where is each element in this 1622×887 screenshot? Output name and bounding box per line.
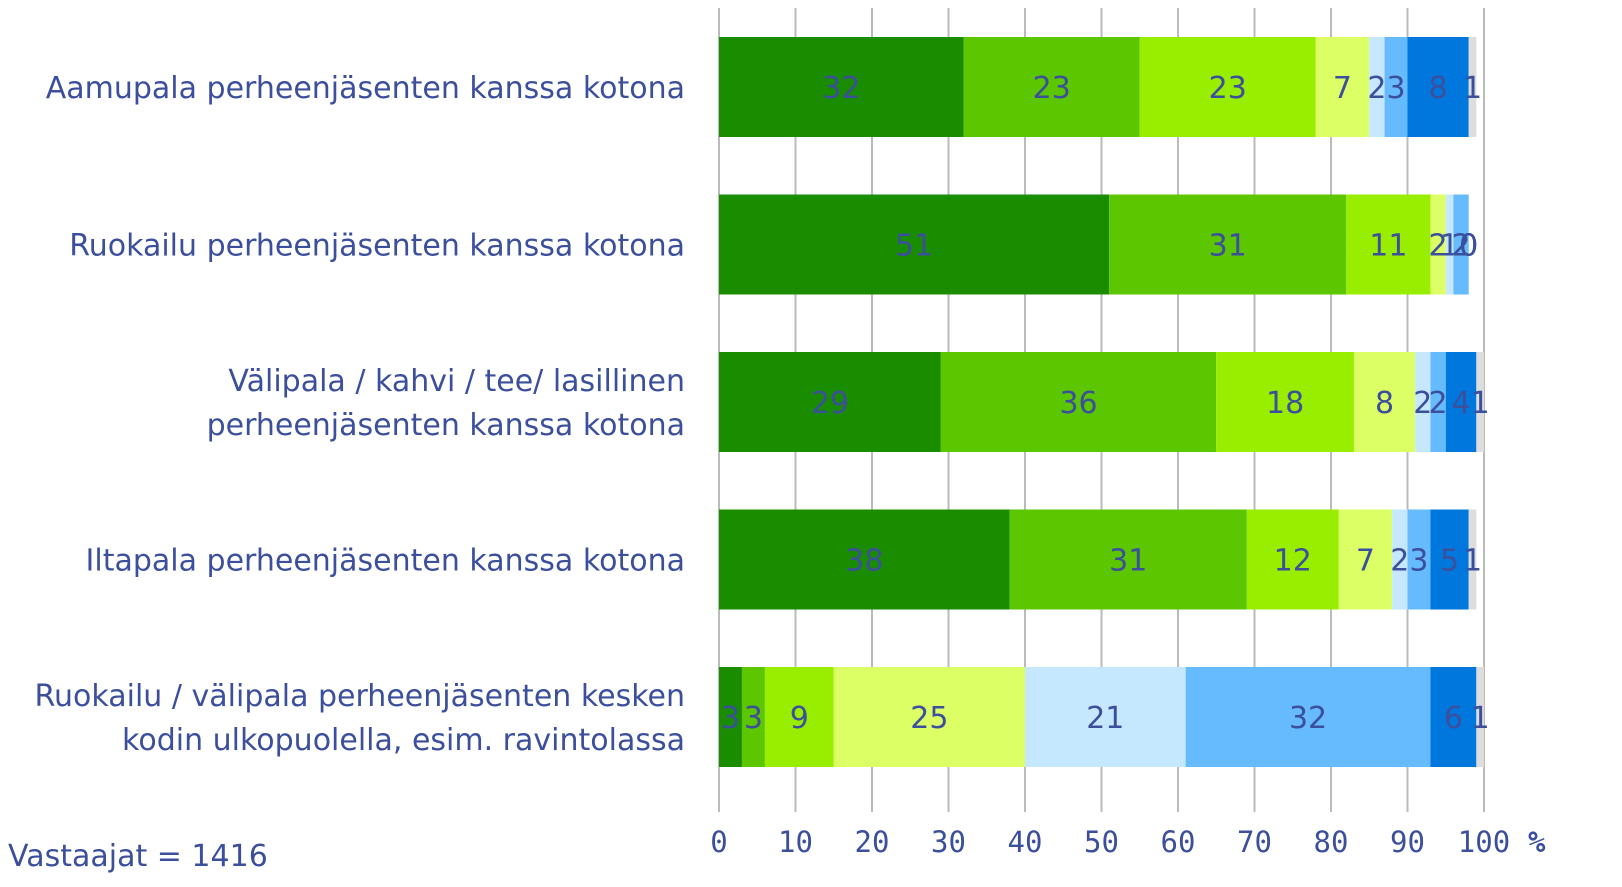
bar-segment bbox=[1216, 352, 1354, 452]
data-label: 2 bbox=[1367, 71, 1386, 106]
data-label: 3 bbox=[744, 701, 763, 736]
bar-segment bbox=[1407, 37, 1469, 137]
bar-segment bbox=[1430, 667, 1477, 767]
bar-segment bbox=[1139, 37, 1316, 137]
data-label: 31 bbox=[1109, 544, 1147, 579]
data-label: 3 bbox=[721, 701, 740, 736]
bar-segment bbox=[1445, 194, 1454, 295]
x-axis-label: % bbox=[1528, 825, 1546, 859]
bar-segment bbox=[764, 667, 834, 767]
data-label: 1 bbox=[1463, 544, 1482, 579]
x-tick-label: 80 bbox=[1314, 825, 1349, 859]
data-label: 31 bbox=[1209, 229, 1247, 264]
bar-segment bbox=[1109, 194, 1347, 295]
bar-segment bbox=[1246, 509, 1339, 610]
y-tick-label: Välipala / kahvi / tee/ lasillinen bbox=[228, 364, 685, 399]
data-label: 25 bbox=[910, 701, 948, 736]
y-tick-label: perheenjäsenten kanssa kotona bbox=[207, 408, 685, 443]
bar-segment bbox=[1476, 352, 1484, 452]
data-label: 8 bbox=[1375, 386, 1394, 421]
bar-segment bbox=[1384, 37, 1408, 137]
x-tick-label: 90 bbox=[1390, 825, 1425, 859]
data-label: 51 bbox=[895, 229, 933, 264]
bar-segment bbox=[719, 194, 1110, 295]
bar-segment bbox=[1445, 352, 1477, 452]
bar-segment bbox=[1009, 509, 1247, 610]
x-tick-label: 40 bbox=[1008, 825, 1043, 859]
bar-segment bbox=[940, 352, 1217, 452]
bar-segment bbox=[1468, 37, 1477, 137]
data-label: 7 bbox=[1356, 544, 1375, 579]
data-label: 8 bbox=[1429, 71, 1448, 106]
bar-segment bbox=[1025, 667, 1186, 767]
data-label: 2 bbox=[1429, 229, 1448, 264]
data-label: 23 bbox=[1209, 71, 1247, 106]
data-label: 11 bbox=[1369, 229, 1407, 264]
data-label: 2 bbox=[1413, 386, 1432, 421]
data-label: 6 bbox=[1444, 701, 1463, 736]
bar-segment bbox=[1392, 509, 1408, 610]
bar-segment bbox=[1415, 352, 1431, 452]
data-label: 23 bbox=[1033, 71, 1071, 106]
x-tick-label: 100 bbox=[1458, 825, 1510, 859]
x-tick-label: 20 bbox=[855, 825, 890, 859]
x-tick-label: 60 bbox=[1161, 825, 1196, 859]
bar-segment bbox=[963, 37, 1140, 137]
data-label: 32 bbox=[822, 71, 860, 106]
data-label: 7 bbox=[1333, 71, 1352, 106]
bar-segment bbox=[1185, 667, 1431, 767]
bar-segment bbox=[1430, 194, 1446, 295]
data-label: 1 bbox=[1463, 71, 1482, 106]
y-tick-label: Ruokailu / välipala perheenjäsenten kesk… bbox=[35, 679, 685, 714]
bar-segment bbox=[1430, 352, 1446, 452]
data-label: 12 bbox=[1274, 544, 1312, 579]
bar-segment bbox=[719, 37, 964, 137]
bar-segment bbox=[1353, 352, 1416, 452]
bar-segment bbox=[719, 667, 742, 767]
x-tick-label: 10 bbox=[778, 825, 813, 859]
data-label: 0 bbox=[1459, 229, 1478, 264]
data-label: 9 bbox=[790, 701, 809, 736]
bar-segment bbox=[1453, 194, 1469, 295]
bar-segment bbox=[1315, 37, 1370, 137]
data-label: 1 bbox=[1471, 386, 1490, 421]
data-label: 1 bbox=[1471, 701, 1490, 736]
y-tick-label: Iltapala perheenjäsenten kanssa kotona bbox=[86, 544, 685, 579]
bar-segment bbox=[833, 667, 1025, 767]
x-tick-label: 30 bbox=[931, 825, 966, 859]
y-tick-label: Ruokailu perheenjäsenten kanssa kotona bbox=[69, 229, 685, 264]
bar-segment bbox=[719, 509, 1010, 610]
bar-segment bbox=[1476, 667, 1484, 767]
x-tick-label: 50 bbox=[1084, 825, 1119, 859]
data-label: 32 bbox=[1289, 701, 1327, 736]
y-tick-label: Aamupala perheenjäsenten kanssa kotona bbox=[46, 71, 685, 106]
data-label: 18 bbox=[1266, 386, 1304, 421]
bar-segment bbox=[1407, 509, 1431, 610]
data-label: 4 bbox=[1452, 386, 1471, 421]
data-label: 3 bbox=[1386, 71, 1405, 106]
data-label: 21 bbox=[1086, 701, 1124, 736]
data-label: 29 bbox=[811, 386, 849, 421]
footnote: Vastaajat = 1416 bbox=[8, 839, 268, 874]
bar-segment bbox=[1346, 194, 1431, 295]
bar-segment bbox=[741, 667, 765, 767]
data-label: 2 bbox=[1429, 386, 1448, 421]
data-label: 0 bbox=[1459, 229, 1478, 264]
bar-segment bbox=[1338, 509, 1393, 610]
bar-segment bbox=[1369, 37, 1385, 137]
y-tick-label: kodin ulkopuolella, esim. ravintolassa bbox=[122, 723, 685, 758]
bar-segment bbox=[719, 352, 941, 452]
bar-segment bbox=[1430, 509, 1469, 610]
x-tick-label: 0 bbox=[710, 825, 727, 859]
data-label: 2 bbox=[1452, 229, 1471, 264]
data-label: 5 bbox=[1440, 544, 1459, 579]
data-label: 3 bbox=[1409, 544, 1428, 579]
data-label: 38 bbox=[845, 544, 883, 579]
data-label: 36 bbox=[1059, 386, 1097, 421]
x-tick-label: 70 bbox=[1237, 825, 1272, 859]
bar-segment bbox=[1468, 509, 1477, 610]
data-label: 2 bbox=[1390, 544, 1409, 579]
